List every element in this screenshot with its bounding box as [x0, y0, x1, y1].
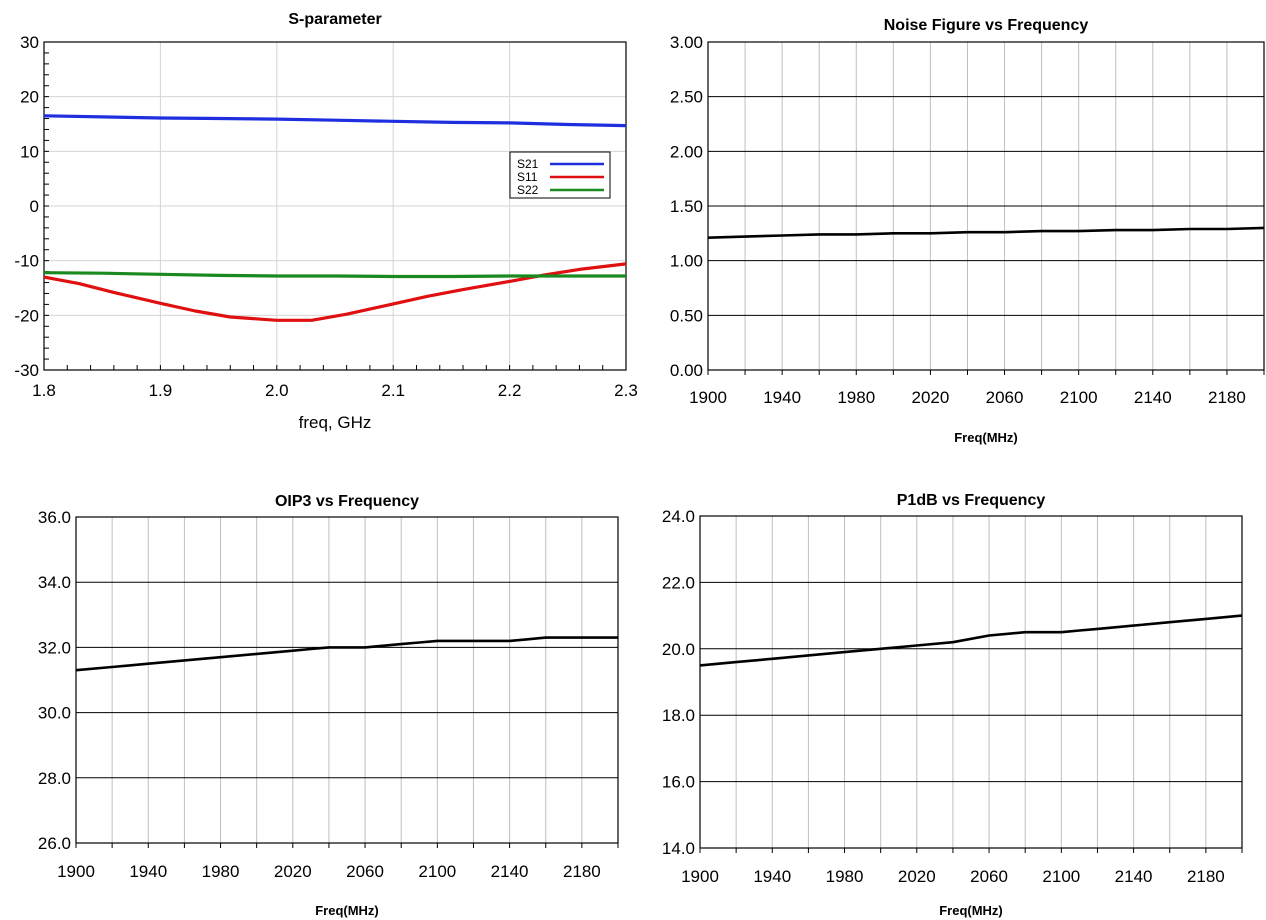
y-tick-label: 10: [20, 142, 39, 161]
y-tick-label: 16.0: [662, 773, 695, 792]
series-line-s21: [43, 114, 627, 128]
x-tick-label: 2100: [1060, 388, 1098, 407]
legend-label-s21: S21: [517, 157, 539, 171]
chart-oip3: OIP3 vs Frequency 36.0 34.0 32.0 30.0 28.0 26.…: [38, 493, 619, 918]
y-tick-label: 3.00: [670, 33, 703, 52]
y-tick-label: -10: [14, 252, 39, 271]
x-tick-label: 2100: [418, 862, 456, 881]
y-tick-label: 32.0: [38, 638, 71, 657]
series-line-oip3: [75, 636, 618, 672]
chart-title: Noise Figure vs Frequency: [884, 17, 1089, 34]
y-tick-label: 20: [20, 88, 39, 107]
x-axis-label: Freq(MHz): [939, 903, 1003, 918]
plot-frame: [75, 516, 619, 844]
y-tick-label: 1.50: [670, 197, 703, 216]
y-tick-label: 28.0: [38, 769, 71, 788]
y-tick-label: 22.0: [662, 573, 695, 592]
series-line-s11: [43, 262, 627, 322]
y-tick-label: 30.0: [38, 704, 71, 723]
x-tick-label: 2140: [491, 862, 529, 881]
x-tick-label: 1980: [837, 388, 875, 407]
y-tick-label: -20: [14, 306, 39, 325]
x-tick-label: 2100: [1042, 867, 1080, 886]
series-line-s22: [43, 271, 626, 279]
legend-label-s22: S22: [517, 183, 539, 197]
legend-label-s11: S11: [517, 170, 538, 184]
plot-frame: [43, 41, 627, 371]
y-tick-label: 24.0: [662, 507, 695, 526]
chart-title: S-parameter: [288, 11, 381, 28]
series-line-nf: [707, 226, 1265, 239]
y-tick-label: -30: [14, 361, 39, 380]
chart-nf: Noise Figure vs Frequency 3.00 2.50 2.00 1.5…: [670, 17, 1265, 445]
y-tick-label: 18.0: [662, 706, 695, 725]
x-tick-label: 1.9: [149, 381, 173, 400]
y-tick-label: 1.00: [670, 252, 703, 271]
y-tick-label: 20.0: [662, 640, 695, 659]
x-tick-label: 1.8: [32, 381, 56, 400]
y-tick-label: 34.0: [38, 573, 71, 592]
chart-p1db: P1dB vs Frequency 24.0 22.0 20.0 18.0 16.0 14.…: [662, 492, 1243, 918]
plot-frame: [707, 41, 1265, 371]
x-tick-label: 2060: [346, 862, 384, 881]
chart-sparam: S-parameter 30 20 10 0 -10 -20 -301.8 1.9 2.0 2.1 2…: [14, 11, 637, 432]
y-tick-label: 14.0: [662, 839, 695, 858]
y-tick-label: 26.0: [38, 834, 71, 853]
x-tick-label: 2.2: [498, 381, 522, 400]
x-axis-label: Freq(MHz): [954, 430, 1018, 445]
x-axis-label: freq, GHz: [299, 413, 372, 432]
x-tick-label: 2060: [986, 388, 1024, 407]
x-axis-label: Freq(MHz): [315, 903, 379, 918]
x-tick-label: 2180: [1208, 388, 1246, 407]
x-tick-label: 2.3: [614, 381, 638, 400]
y-tick-label: 36.0: [38, 508, 71, 527]
x-tick-label: 2140: [1115, 867, 1153, 886]
x-tick-label: 1980: [202, 862, 240, 881]
plot-frame: [699, 515, 1243, 849]
chart-title: OIP3 vs Frequency: [275, 493, 419, 510]
x-tick-label: 2140: [1134, 388, 1172, 407]
x-tick-label: 2.0: [265, 381, 289, 400]
x-tick-label: 1900: [57, 862, 95, 881]
y-tick-label: 2.50: [670, 88, 703, 107]
y-tick-label: 30: [20, 33, 39, 52]
x-tick-label: 1900: [689, 388, 727, 407]
x-tick-label: 2.1: [381, 381, 405, 400]
y-tick-label: 0.50: [670, 306, 703, 325]
x-tick-label: 2180: [1187, 867, 1225, 886]
x-tick-label: 1980: [826, 867, 864, 886]
x-tick-label: 2020: [274, 862, 312, 881]
x-tick-label: 2180: [563, 862, 601, 881]
x-tick-label: 2020: [898, 867, 936, 886]
x-tick-label: 2060: [970, 867, 1008, 886]
x-tick-label: 2020: [911, 388, 949, 407]
y-tick-label: 0: [30, 197, 39, 216]
chart-title: P1dB vs Frequency: [897, 492, 1046, 509]
x-tick-label: 1900: [681, 867, 719, 886]
y-tick-label: 0.00: [670, 361, 703, 380]
y-tick-label: 2.00: [670, 142, 703, 161]
x-tick-label: 1940: [129, 862, 167, 881]
x-tick-label: 1940: [763, 388, 801, 407]
x-tick-label: 1940: [753, 867, 791, 886]
series-line-p1db: [699, 614, 1243, 667]
